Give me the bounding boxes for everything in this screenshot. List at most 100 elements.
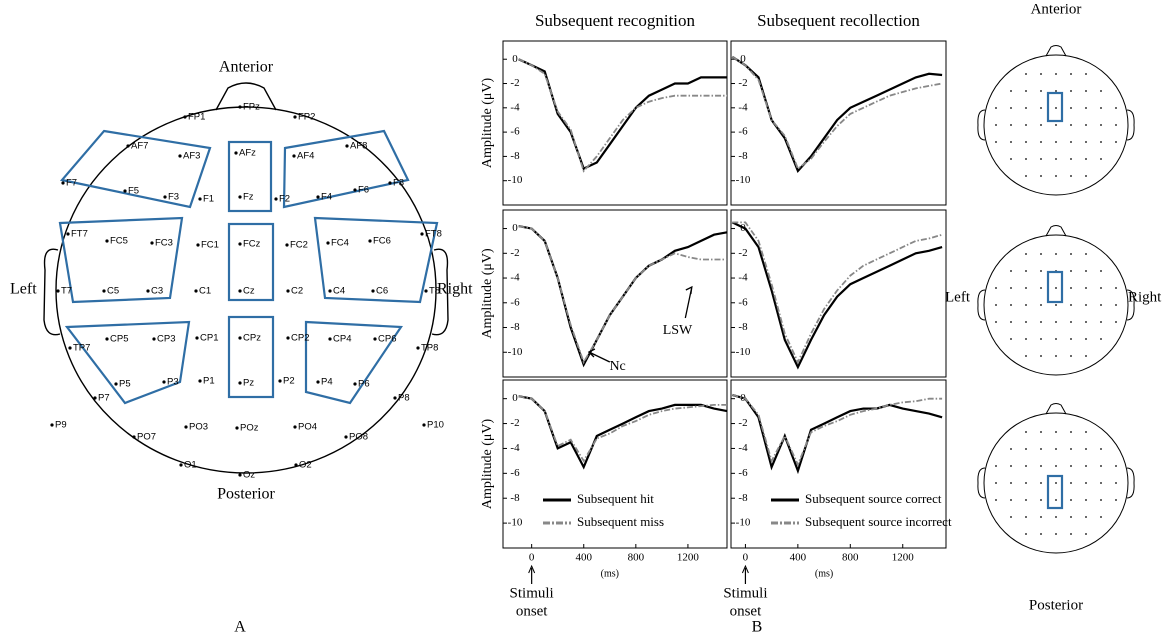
electrode-dot (66, 232, 70, 236)
mini-electrode (1085, 175, 1087, 177)
electrode-dot (105, 239, 109, 243)
mini-electrode (1070, 141, 1072, 143)
electrode-dot (93, 396, 97, 400)
mini-electrode (1040, 533, 1042, 535)
electrode-label: F1 (203, 194, 214, 205)
mini-electrode (1025, 270, 1027, 272)
electrode-label: PO4 (298, 422, 317, 433)
electrode-label: FC2 (290, 240, 308, 251)
mini-electrode (1085, 482, 1087, 484)
mini-electrode (1085, 90, 1087, 92)
electrode-dot (183, 115, 187, 119)
mini-electrode (1085, 253, 1087, 255)
mini-electrode (1070, 355, 1072, 357)
y-tick-label: -4 (738, 442, 748, 454)
y-tick-label: -6 (510, 467, 520, 479)
electrode-dot (293, 115, 297, 119)
erp-line (732, 394, 943, 467)
mini-electrode (1100, 107, 1102, 109)
mini-electrode (1010, 482, 1012, 484)
mini-electrode (1025, 253, 1027, 255)
plot-frame (730, 209, 947, 378)
electrode-label: FC4 (331, 238, 349, 249)
mini-electrode (1070, 499, 1072, 501)
column-title: Subsequent recognition (535, 11, 696, 30)
erp-line (731, 393, 943, 475)
electrode-dot (234, 151, 238, 155)
mini-electrode (1010, 465, 1012, 467)
electrode-label: FP2 (298, 112, 315, 123)
x-tick-label: 0 (743, 552, 749, 564)
mini-electrode (1055, 465, 1057, 467)
erp-line (732, 221, 943, 365)
mini-electrode (1040, 175, 1042, 177)
electrode-label: POz (240, 423, 259, 434)
mini-electrode (995, 499, 997, 501)
electrode-label: P7 (98, 393, 110, 404)
mini-electrode (1040, 338, 1042, 340)
mini-electrode (1025, 90, 1027, 92)
electrode-dot (393, 396, 397, 400)
mini-electrode (995, 304, 997, 306)
electrode-label: F4 (321, 192, 332, 203)
mini-electrode (1040, 90, 1042, 92)
y-tick-label: -10 (508, 346, 523, 358)
electrode-label: F8 (393, 178, 404, 189)
panel-label: B (752, 619, 763, 633)
y-tick-label: -4 (510, 442, 520, 454)
y-tick-label: -6 (738, 126, 748, 138)
electrode-dot (371, 289, 375, 293)
mini-electrode (1010, 448, 1012, 450)
mini-ear (977, 289, 986, 321)
erp-line (731, 56, 943, 171)
mini-electrode (1055, 90, 1057, 92)
y-axis-label: Amplitude (μV) (480, 248, 495, 339)
y-tick-label: -10 (508, 517, 523, 529)
electrode-dot (196, 243, 200, 247)
mini-electrode (1040, 448, 1042, 450)
electrode-dot (102, 289, 106, 293)
mini-electrode (995, 321, 997, 323)
map-right: Right (1128, 289, 1162, 305)
mini-electrode (1055, 253, 1057, 255)
y-tick-label: -10 (736, 346, 751, 358)
mini-electrode (1010, 304, 1012, 306)
mini-electrode (1085, 287, 1087, 289)
mini-electrode (1085, 141, 1087, 143)
y-tick-label: -2 (510, 247, 519, 259)
mini-electrode (1025, 516, 1027, 518)
electrode-dot (353, 382, 357, 386)
electrode-dot (388, 181, 392, 185)
electrode-label: T8 (429, 286, 440, 297)
electrode-dot (278, 379, 282, 383)
mini-electrode (1070, 431, 1072, 433)
mini-electrode (1085, 304, 1087, 306)
mini-electrode (1025, 533, 1027, 535)
mini-electrode (1040, 158, 1042, 160)
erp-line (518, 395, 727, 463)
y-tick-label: -2 (510, 77, 519, 89)
electrode-dot (195, 336, 199, 340)
electrode-label: P6 (358, 379, 370, 390)
map-posterior: Posterior (1029, 597, 1083, 613)
mini-electrode (1115, 107, 1117, 109)
mini-electrode (1040, 465, 1042, 467)
electrode-label: FC3 (155, 238, 173, 249)
mini-electrode (1100, 338, 1102, 340)
mini-nose (1045, 225, 1067, 237)
electrode-label: C1 (199, 286, 211, 297)
electrode-dot (178, 154, 182, 158)
x-axis-label: (ms) (815, 568, 833, 579)
mini-electrode (1070, 287, 1072, 289)
electrode-dot (238, 473, 242, 477)
x-tick-label: 1200 (892, 552, 915, 564)
electrode-dot (126, 144, 130, 148)
regions-a (58, 129, 439, 405)
erp-line (518, 58, 727, 171)
mini-electrode (1055, 304, 1057, 306)
electrode-dot (61, 181, 65, 185)
electrode-label: CP2 (291, 333, 309, 344)
mini-region (1046, 270, 1064, 304)
mini-electrode (1070, 158, 1072, 160)
electrode-dot (184, 425, 188, 429)
